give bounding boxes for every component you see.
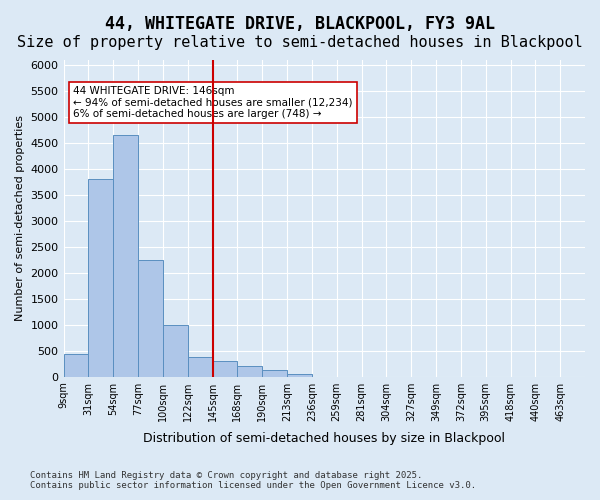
Bar [262,370,287,376]
Text: 44, WHITEGATE DRIVE, BLACKPOOL, FY3 9AL: 44, WHITEGATE DRIVE, BLACKPOOL, FY3 9AL [105,15,495,33]
Text: Size of property relative to semi-detached houses in Blackpool: Size of property relative to semi-detach… [17,35,583,50]
Y-axis label: Number of semi-detached properties: Number of semi-detached properties [15,116,25,322]
Text: Contains HM Land Registry data © Crown copyright and database right 2025.
Contai: Contains HM Land Registry data © Crown c… [30,470,476,490]
Bar [138,260,163,376]
Bar [238,366,262,376]
Bar [88,180,113,376]
Bar [188,358,212,376]
Bar [64,354,88,376]
X-axis label: Distribution of semi-detached houses by size in Blackpool: Distribution of semi-detached houses by … [143,432,505,445]
Bar [212,361,238,376]
Bar [287,374,312,376]
Bar [113,136,138,376]
Text: 44 WHITEGATE DRIVE: 146sqm
← 94% of semi-detached houses are smaller (12,234)
6%: 44 WHITEGATE DRIVE: 146sqm ← 94% of semi… [73,86,353,119]
Bar [163,324,188,376]
